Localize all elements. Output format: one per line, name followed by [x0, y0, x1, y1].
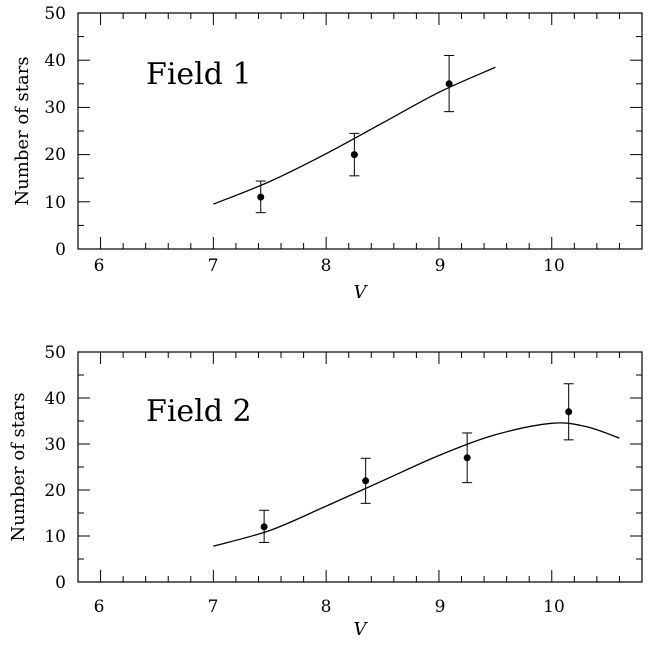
data-point — [565, 408, 573, 416]
y-tick-label: 30 — [44, 98, 66, 118]
y-tick-label: 10 — [44, 193, 66, 213]
data-point — [362, 477, 370, 485]
data-point-with-errorbar — [563, 383, 574, 441]
data-point — [257, 193, 265, 201]
panel-field-2: 0 10 20 30 40 50 6 7 8 9 10 V Number of … — [8, 343, 643, 640]
x-tick-label: 8 — [321, 597, 332, 617]
data-point-with-errorbar — [349, 132, 360, 177]
x-tick-label: 9 — [435, 597, 446, 617]
y-tick-label: 20 — [44, 481, 66, 501]
x-tick-label: 7 — [208, 256, 219, 276]
data-point — [350, 151, 358, 159]
x-tick-label: 10 — [543, 597, 565, 617]
panel-annotation: Field 2 — [146, 394, 252, 429]
y-axis-label: Number of stars — [12, 56, 33, 205]
y-tick-label: 40 — [44, 389, 66, 409]
x-tick-label: 10 — [543, 256, 565, 276]
y-tick-label: 50 — [44, 343, 66, 363]
y-tick-label: 20 — [44, 145, 66, 165]
y-tick-label: 50 — [44, 4, 66, 24]
data-point-with-errorbar — [444, 54, 455, 113]
plot-frame — [77, 351, 643, 583]
model-curve — [213, 422, 620, 547]
data-point — [463, 454, 471, 462]
panel-field-1: 0 10 20 30 40 50 6 7 8 9 10 V Number of … — [12, 4, 643, 303]
x-axis-label: V — [354, 619, 369, 640]
panel-annotation: Field 1 — [146, 57, 252, 92]
y-tick-label: 10 — [44, 527, 66, 547]
data-point-with-errorbar — [360, 457, 371, 504]
plot-frame — [77, 12, 643, 250]
x-tick-label: 8 — [321, 256, 332, 276]
y-tick-label: 30 — [44, 435, 66, 455]
x-tick-label: 6 — [94, 256, 105, 276]
data-point-with-errorbar — [255, 180, 266, 214]
data-point — [260, 523, 268, 531]
data-point-with-errorbar — [259, 509, 270, 543]
y-tick-label: 40 — [44, 51, 66, 71]
y-tick-label: 0 — [55, 240, 66, 260]
x-tick-label: 9 — [435, 256, 446, 276]
data-point-with-errorbar — [462, 432, 473, 484]
x-axis-label: V — [354, 282, 369, 303]
x-tick-label: 6 — [94, 597, 105, 617]
y-tick-label: 0 — [55, 573, 66, 593]
model-curve — [213, 66, 496, 205]
data-point — [445, 80, 453, 88]
x-tick-label: 7 — [208, 597, 219, 617]
y-axis-label: Number of stars — [8, 392, 29, 541]
